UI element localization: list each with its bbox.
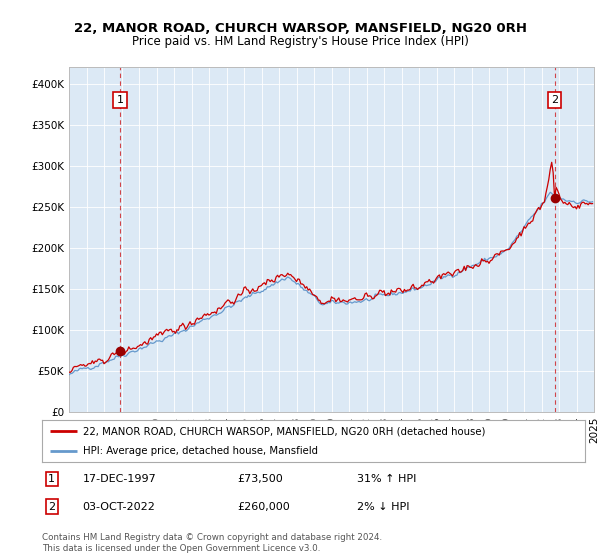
Text: 2: 2 <box>48 502 55 512</box>
Text: Price paid vs. HM Land Registry's House Price Index (HPI): Price paid vs. HM Land Registry's House … <box>131 35 469 48</box>
Text: 31% ↑ HPI: 31% ↑ HPI <box>357 474 416 484</box>
Text: 22, MANOR ROAD, CHURCH WARSOP, MANSFIELD, NG20 0RH (detached house): 22, MANOR ROAD, CHURCH WARSOP, MANSFIELD… <box>83 426 485 436</box>
Text: Contains HM Land Registry data © Crown copyright and database right 2024.
This d: Contains HM Land Registry data © Crown c… <box>42 533 382 553</box>
Text: 1: 1 <box>48 474 55 484</box>
Text: 03-OCT-2022: 03-OCT-2022 <box>83 502 155 512</box>
Text: 22, MANOR ROAD, CHURCH WARSOP, MANSFIELD, NG20 0RH: 22, MANOR ROAD, CHURCH WARSOP, MANSFIELD… <box>74 22 527 35</box>
Text: 17-DEC-1997: 17-DEC-1997 <box>83 474 157 484</box>
Text: 2: 2 <box>551 95 558 105</box>
Text: 2% ↓ HPI: 2% ↓ HPI <box>357 502 409 512</box>
Text: £73,500: £73,500 <box>238 474 283 484</box>
Text: HPI: Average price, detached house, Mansfield: HPI: Average price, detached house, Mans… <box>83 446 318 456</box>
Text: 1: 1 <box>116 95 124 105</box>
Text: £260,000: £260,000 <box>238 502 290 512</box>
